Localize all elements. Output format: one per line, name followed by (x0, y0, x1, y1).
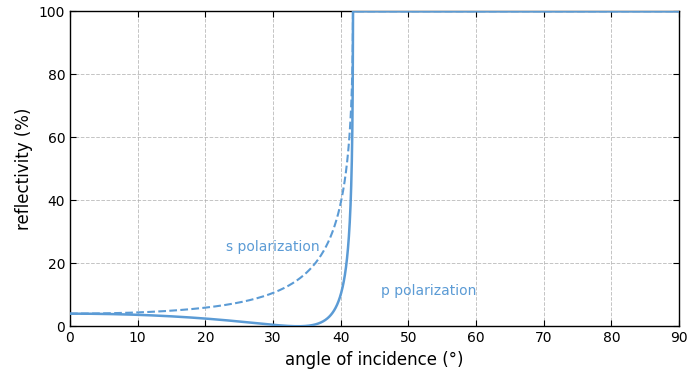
Text: p polarization: p polarization (382, 284, 477, 298)
X-axis label: angle of incidence (°): angle of incidence (°) (286, 351, 463, 369)
Y-axis label: reflectivity (%): reflectivity (%) (15, 108, 33, 230)
Text: s polarization: s polarization (225, 240, 319, 254)
